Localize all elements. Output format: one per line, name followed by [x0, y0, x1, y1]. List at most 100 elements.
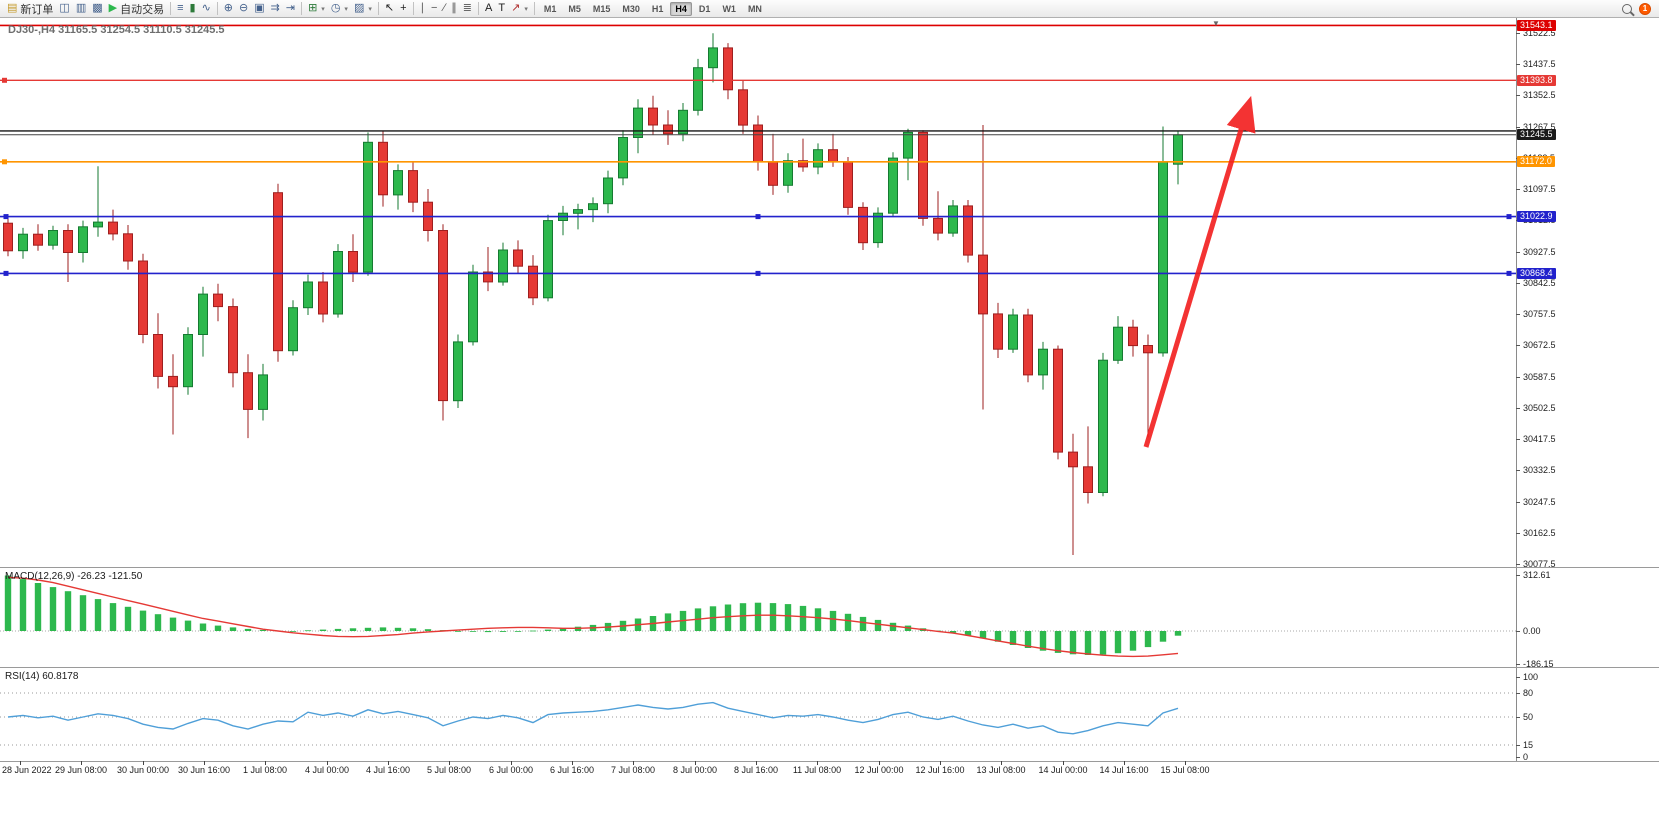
line-handle[interactable] [1506, 214, 1512, 220]
time-axis-separator[interactable] [0, 761, 1659, 762]
macd-histogram-bar [844, 613, 852, 631]
macd-panel[interactable] [0, 568, 1516, 668]
line-handle[interactable] [3, 214, 9, 220]
macd-histogram-bar [94, 599, 102, 631]
line-handle[interactable] [2, 159, 7, 165]
panel-separator-macd-rsi[interactable] [0, 667, 1659, 668]
candle-body [483, 271, 493, 283]
candle-body [3, 222, 13, 252]
navigator-button[interactable]: ▩ [89, 1, 105, 17]
line-chart-button[interactable]: ∿ [199, 1, 214, 17]
zoom-out-icon: ⊖ [239, 2, 249, 14]
toolbar-separator [377, 2, 379, 15]
timeframe-w1-button[interactable]: W1 [722, 3, 736, 14]
horizontal-line-button[interactable]: − [428, 1, 440, 17]
macd-histogram-bar [154, 614, 162, 631]
candle-body [738, 89, 748, 126]
candle-body [153, 334, 163, 377]
trendline-button[interactable]: ∕ [440, 1, 448, 17]
vertical-line-button[interactable]: ∣ [417, 1, 429, 17]
candle-body [138, 260, 148, 335]
chart-shift-button[interactable]: ⇥ [283, 1, 298, 17]
line-handle[interactable] [1506, 270, 1512, 276]
chart-shift-marker[interactable]: ▼ [1212, 19, 1220, 28]
panel-separator-main-macd[interactable] [0, 567, 1659, 568]
auto-scroll-icon: ⇉ [270, 2, 280, 14]
macd-histogram-bar [559, 628, 567, 631]
candle-body [363, 141, 373, 273]
indicators-button[interactable]: ⊞ ▾ [305, 1, 328, 17]
price-axis-label: 30672.5 [1523, 340, 1556, 350]
line-handle[interactable] [2, 77, 7, 83]
line-handle[interactable] [3, 270, 9, 276]
macd-histogram-bar [1084, 631, 1092, 655]
text-label-button[interactable]: T [495, 1, 508, 17]
cursor-button[interactable]: ↖ [382, 1, 397, 17]
rsi-panel[interactable] [0, 668, 1516, 761]
timeframe-d1-button[interactable]: D1 [698, 3, 711, 14]
price-axis-label: 30757.5 [1523, 309, 1556, 319]
notification-badge[interactable]: 1 [1639, 2, 1651, 15]
price-axis-label: 30417.5 [1523, 434, 1556, 444]
rsi-label: RSI(14) 60.8178 [5, 671, 79, 682]
macd-histogram-bar [1114, 631, 1122, 654]
tile-windows-button[interactable]: ▣ [251, 1, 267, 17]
price-axis-label: 31352.5 [1523, 90, 1556, 100]
zoom-in-button[interactable]: ⊕ [221, 1, 236, 17]
candlestick-chart-button[interactable]: ▮ [187, 1, 199, 17]
cursor-icon: ↖ [384, 2, 395, 14]
arrows-button[interactable]: ↗ ▾ [508, 1, 531, 17]
timeframe-m30-button[interactable]: M30 [622, 3, 640, 14]
macd-histogram-bar [214, 625, 222, 631]
macd-histogram-bar [1069, 631, 1077, 655]
price-axis-label: 31437.5 [1523, 59, 1556, 69]
line-chart-icon: ∿ [201, 2, 211, 14]
macd-axis-label: 312.61 [1523, 570, 1551, 580]
macd-histogram-bar [184, 620, 192, 631]
timeframe-mn-button[interactable]: MN [747, 3, 762, 14]
equidistant-channel-button[interactable]: ∥ [448, 1, 460, 17]
search-icon[interactable] [1622, 3, 1632, 14]
time-axis-label: 15 Jul 08:00 [1160, 765, 1210, 775]
line-handle[interactable] [755, 270, 761, 276]
candle-body [438, 230, 448, 402]
new-order-button[interactable]: ▤ 新订单 [4, 1, 56, 17]
timeframe-m5-button[interactable]: M5 [568, 3, 581, 14]
macd-histogram-bar [109, 603, 117, 631]
candlestick-chart[interactable] [0, 18, 1516, 568]
timeframe-h4-button[interactable]: H4 [670, 1, 692, 16]
trend-arrow-annotation[interactable] [1143, 95, 1256, 448]
candle-body [1023, 314, 1033, 376]
macd-histogram-bar [724, 604, 732, 631]
rsi-line [7, 701, 1179, 735]
timeframe-m15-button[interactable]: M15 [592, 3, 611, 14]
zoom-out-button[interactable]: ⊖ [236, 1, 251, 17]
macd-histogram-bar [319, 629, 327, 631]
templates-button[interactable]: ▨ ▾ [351, 1, 375, 17]
vertical-line-icon: ∣ [419, 2, 426, 14]
bar-chart-button[interactable]: ≡ [174, 1, 186, 17]
candle-body [543, 220, 553, 299]
price-axis-label: 31097.5 [1523, 184, 1556, 194]
macd-histogram-bar [4, 575, 12, 631]
timeframe-m1-button[interactable]: M1 [543, 3, 557, 14]
fibonacci-button[interactable]: ≣ [460, 1, 475, 17]
timeframe-h1-button[interactable]: H1 [651, 3, 664, 14]
candle-body [963, 205, 973, 256]
new-order-label: 新订单 [20, 3, 54, 16]
macd-histogram-bar [124, 606, 132, 631]
auto-scroll-button[interactable]: ⇉ [268, 1, 283, 17]
market-watch-button[interactable]: ▥ [73, 1, 89, 17]
price-axis-label: 30587.5 [1523, 372, 1556, 382]
chart-window-button[interactable]: ◫ [56, 1, 72, 17]
line-handle[interactable] [755, 214, 761, 220]
autotrade-button[interactable]: ▶ 自动交易 [106, 1, 167, 17]
macd-histogram-bar [289, 631, 297, 632]
macd-histogram-bar [814, 608, 822, 631]
periods-button[interactable]: ◷ ▾ [328, 1, 351, 17]
price-level-badge: 31393.8 [1517, 75, 1556, 86]
autotrade-label: 自动交易 [120, 3, 165, 16]
crosshair-button[interactable]: + [397, 1, 409, 17]
text-button[interactable]: A [482, 1, 495, 17]
macd-histogram-bar [1099, 631, 1107, 655]
